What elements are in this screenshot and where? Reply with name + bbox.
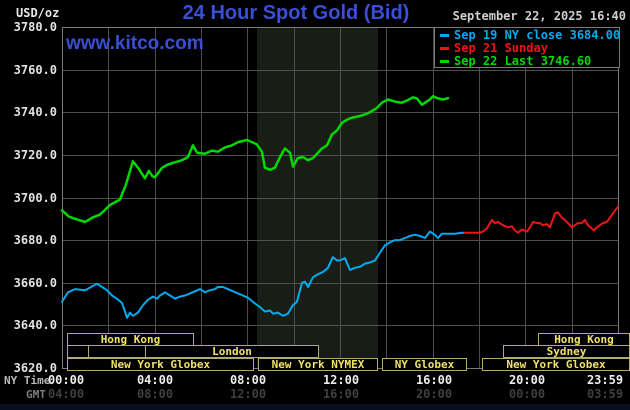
y-tick-label: 3740.0	[13, 105, 57, 119]
legend-item-sep19: Sep 19 NY close 3684.00	[438, 28, 621, 42]
session-box-new-york-nymex: New York NYMEX	[258, 358, 378, 371]
chart-datetime: September 22, 2025 16:40	[452, 9, 626, 23]
gmt-axis-label: GMT	[26, 388, 46, 401]
nymex-hours-band	[257, 27, 378, 368]
x-tick-label-ny: 00:00	[47, 373, 85, 387]
legend: Sep 19 NY close 3684.00 Sep 21 Sunday Se…	[434, 27, 620, 68]
page-title: 24 Hour Spot Gold (Bid)	[182, 2, 410, 24]
x-tick-label-gmt: 00:00	[508, 387, 546, 401]
ny-time-axis-label: NY Time	[4, 374, 51, 387]
x-tick-label-ny: 04:00	[136, 373, 174, 387]
legend-label: Sep 21 Sunday	[454, 41, 548, 55]
x-tick-label-gmt: 20:00	[415, 387, 453, 401]
y-tick-label: 3720.0	[13, 148, 57, 162]
series-line-sep-19-ny-close	[61, 230, 466, 319]
session-box-ny-globex: NY Globex	[382, 358, 467, 371]
session-box-new-york-globex: New York Globex	[67, 358, 254, 371]
x-tick-label-gmt: 04:00	[47, 387, 85, 401]
series-line-sep-22-last	[60, 95, 450, 224]
legend-dash-icon	[440, 46, 449, 50]
x-tick-label-gmt: 16:00	[322, 387, 360, 401]
legend-dash-icon	[440, 59, 449, 63]
kitco-watermark-link[interactable]: www.kitco.com	[66, 33, 204, 54]
session-box	[88, 345, 146, 358]
session-box-sydney: Sydney	[503, 345, 630, 358]
y-tick-label: 3760.0	[13, 63, 57, 77]
y-tick-label: 3660.0	[13, 276, 57, 290]
y-tick-label: 3680.0	[13, 233, 57, 247]
x-tick-label-gmt: 12:00	[229, 387, 267, 401]
x-tick-label-ny: 23:59	[586, 373, 624, 387]
y-tick-label: 3700.0	[13, 191, 57, 205]
legend-item-sep21: Sep 21 Sunday	[438, 41, 619, 55]
x-tick-label-ny: 12:00	[322, 373, 360, 387]
x-tick-label-ny: 08:00	[229, 373, 267, 387]
y-tick-label: 3620.0	[13, 361, 57, 375]
session-box	[67, 345, 89, 358]
y-tick-label: 3780.0	[13, 20, 57, 34]
x-tick-label-ny: 16:00	[415, 373, 453, 387]
legend-dash-icon	[440, 33, 449, 37]
series-line-sep-21-sunday	[463, 206, 619, 234]
legend-label: Sep 19 NY close 3684.00	[454, 28, 621, 42]
session-box-london: London	[145, 345, 319, 358]
x-tick-label-gmt: 03:59	[586, 387, 624, 401]
y-axis-unit-label: USD/oz	[16, 6, 60, 20]
legend-label: Sep 22 Last 3746.60	[454, 54, 592, 68]
x-tick-label-ny: 20:00	[508, 373, 546, 387]
y-tick-label: 3640.0	[13, 318, 57, 332]
x-tick-label-gmt: 08:00	[136, 387, 174, 401]
bottom-strip	[0, 404, 630, 410]
session-box-new-york-globex: New York Globex	[482, 358, 630, 371]
legend-item-sep22: Sep 22 Last 3746.60	[438, 54, 619, 68]
